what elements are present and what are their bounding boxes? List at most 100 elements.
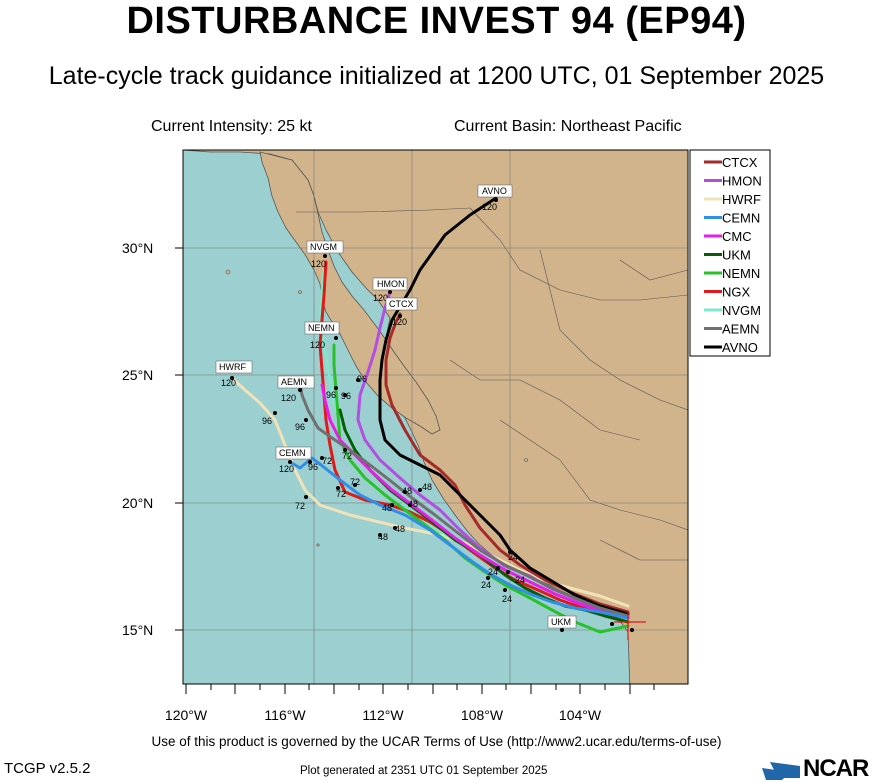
legend-label: UKM (722, 248, 751, 263)
svg-text:48: 48 (422, 482, 432, 492)
track-cmc (320, 383, 630, 620)
svg-text:96: 96 (326, 390, 336, 400)
svg-text:120: 120 (310, 340, 325, 350)
legend-label: HMON (722, 174, 762, 189)
legend-item-ngx: NGX (704, 285, 751, 300)
legend-label: CEMN (722, 211, 760, 226)
legend-item-nvgm: NVGM (704, 303, 761, 318)
forecast-markers: 24 24 24 24 24 48 48 48 48 48 48 72 72 7… (221, 198, 634, 632)
legend-item-cmc: CMC (704, 229, 752, 244)
svg-text:96: 96 (357, 374, 367, 384)
svg-text:48: 48 (408, 499, 418, 509)
legend-item-aemn: AEMN (704, 322, 760, 337)
svg-text:AEMN: AEMN (281, 377, 307, 387)
generated-timestamp: Plot generated at 2351 UTC 01 September … (300, 765, 548, 777)
svg-text:120: 120 (221, 378, 236, 388)
current-intensity: Current Intensity: 25 kt (151, 118, 312, 135)
svg-text:HMON: HMON (377, 279, 405, 289)
svg-text:NEMN: NEMN (308, 323, 335, 333)
svg-text:24: 24 (481, 580, 491, 590)
lon-label: 116°W (264, 707, 306, 723)
legend-label: AVNO (722, 340, 758, 355)
model-label-nvgm: NVGM (306, 240, 344, 254)
svg-text:24: 24 (515, 575, 525, 585)
svg-text:24: 24 (508, 552, 518, 562)
svg-text:96: 96 (308, 462, 318, 472)
terms-of-use-notice: Use of this product is governed by the U… (151, 734, 722, 749)
ncar-logo-mark (762, 762, 800, 780)
svg-text:CEMN: CEMN (279, 448, 306, 458)
model-label-hwrf: HWRF (215, 360, 253, 374)
svg-text:72: 72 (295, 501, 305, 511)
legend-label: NGX (722, 285, 751, 300)
svg-text:120: 120 (311, 259, 326, 269)
track-ctcx (384, 312, 630, 614)
legend-item-hwrf: HWRF (704, 192, 761, 207)
island (225, 269, 231, 275)
svg-text:48: 48 (378, 532, 388, 542)
svg-text:72: 72 (322, 456, 332, 466)
legend-item-avno: AVNO (704, 340, 758, 355)
legend-item-ukm: UKM (704, 248, 751, 263)
lon-axis (185, 684, 655, 694)
svg-text:72: 72 (336, 489, 346, 499)
legend-label: HWRF (722, 192, 761, 207)
model-label-cemn: CEMN (275, 446, 312, 460)
legend: CTCX HMON HWRF CEMN CMC UKM NEMN NGX NVGM AEMN AVN… (689, 149, 771, 357)
lat-label: 20°N (122, 495, 153, 511)
model-label-ctcx: CTCX (385, 297, 418, 311)
lon-label: 112°W (362, 707, 404, 723)
chart-subtitle: Late-cycle track guidance initialized at… (48, 62, 825, 90)
lon-label: 108°W (461, 707, 504, 723)
svg-text:72: 72 (350, 477, 360, 487)
island (316, 543, 320, 547)
lat-label: 30°N (122, 240, 153, 256)
track-avno (378, 196, 630, 616)
lon-label: 104°W (559, 707, 602, 723)
model-label-avno: AVNO (477, 184, 513, 198)
legend-item-hmon: HMON (704, 174, 762, 189)
track-nemn (332, 343, 630, 634)
svg-text:UKM: UKM (551, 617, 571, 627)
svg-text:96: 96 (341, 391, 351, 401)
svg-text:120: 120 (392, 317, 407, 327)
svg-text:48: 48 (382, 503, 392, 513)
legend-label: NVGM (722, 303, 761, 318)
lat-axis: 30°N 25°N 20°N 15°N (122, 240, 183, 638)
svg-text:48: 48 (395, 524, 405, 534)
map-frame (182, 149, 689, 685)
model-label-aemn: AEMN (277, 375, 315, 389)
svg-text:120: 120 (279, 464, 294, 474)
legend-label: AEMN (722, 322, 760, 337)
svg-text:48: 48 (402, 486, 412, 496)
svg-text:HWRF: HWRF (219, 362, 246, 372)
svg-text:24: 24 (488, 567, 498, 577)
legend-item-nemn: NEMN (704, 266, 760, 281)
chart-title: DISTURBANCE INVEST 94 (EP94) (126, 0, 747, 42)
lon-label: 120°W (165, 707, 208, 723)
legend-label: NEMN (722, 266, 760, 281)
svg-text:120: 120 (482, 202, 497, 212)
lat-label: 25°N (122, 367, 153, 383)
legend-item-cemn: CEMN (704, 211, 760, 226)
track-cemn (288, 456, 630, 620)
model-label-nemn: NEMN (304, 321, 340, 335)
ncar-logo-text: NCAR (803, 755, 869, 782)
island (524, 458, 528, 462)
legend-item-ctcx: CTCX (704, 155, 758, 170)
svg-text:NVGM: NVGM (310, 242, 337, 252)
model-label-ukm: UKM (547, 615, 577, 629)
svg-text:72: 72 (342, 451, 352, 461)
island (298, 290, 302, 294)
svg-text:CTCX: CTCX (389, 299, 414, 309)
legend-label: CTCX (722, 155, 758, 170)
svg-text:24: 24 (502, 594, 512, 604)
model-label-hmon: HMON (372, 277, 408, 291)
lat-label: 15°N (122, 622, 153, 638)
svg-text:96: 96 (295, 422, 305, 432)
version-label: TCGP v2.5.2 (4, 760, 91, 777)
legend-label: CMC (722, 229, 752, 244)
svg-text:96: 96 (262, 416, 272, 426)
initial-position-marker (614, 612, 646, 640)
